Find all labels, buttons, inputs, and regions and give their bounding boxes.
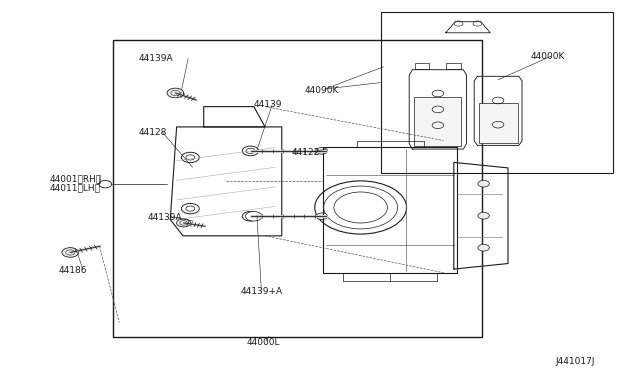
Circle shape — [473, 21, 482, 26]
Circle shape — [316, 213, 328, 219]
Circle shape — [478, 212, 490, 219]
Circle shape — [316, 148, 328, 154]
Circle shape — [243, 211, 259, 221]
Text: 44139A: 44139A — [138, 54, 173, 63]
Circle shape — [315, 181, 406, 234]
Text: 44186: 44186 — [59, 266, 87, 275]
Circle shape — [62, 248, 79, 257]
Bar — [479, 103, 518, 143]
Text: 44000K: 44000K — [531, 52, 564, 61]
Circle shape — [246, 211, 262, 221]
Text: 44011〈LH〉: 44011〈LH〉 — [49, 183, 100, 192]
Circle shape — [478, 244, 490, 251]
Circle shape — [181, 152, 199, 163]
Text: 44139A: 44139A — [148, 213, 182, 222]
Circle shape — [454, 21, 463, 26]
Text: J441017J: J441017J — [556, 357, 595, 366]
Bar — [414, 97, 461, 146]
Circle shape — [243, 146, 259, 156]
Text: 44128: 44128 — [138, 128, 167, 137]
Text: 44122: 44122 — [291, 148, 319, 157]
Circle shape — [181, 203, 199, 214]
Text: 44090K: 44090K — [304, 86, 339, 94]
Text: 44139+A: 44139+A — [241, 287, 282, 296]
Circle shape — [99, 180, 111, 188]
Text: 44000L: 44000L — [246, 339, 280, 347]
Text: 44001〈RH〉: 44001〈RH〉 — [49, 174, 101, 183]
Bar — [447, 63, 461, 69]
Bar — [381, 13, 613, 173]
Text: 44139: 44139 — [253, 100, 282, 109]
Circle shape — [167, 88, 184, 98]
Bar — [113, 40, 483, 337]
Bar — [415, 63, 429, 69]
Circle shape — [177, 219, 191, 227]
Circle shape — [478, 180, 490, 187]
